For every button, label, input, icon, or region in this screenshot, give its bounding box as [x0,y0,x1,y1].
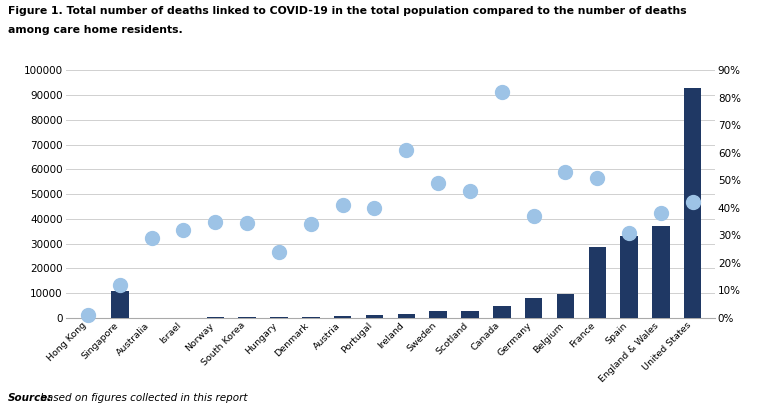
Point [686,199,699,206]
Point [114,282,126,288]
Bar [588,247,606,318]
Point [368,204,380,211]
Bar [652,226,669,318]
Point [591,174,604,181]
Bar [493,306,510,318]
Point [559,169,571,176]
Bar [461,311,478,318]
Point [623,229,635,236]
Text: based on figures collected in this report: based on figures collected in this repor… [37,393,247,403]
Bar [429,311,447,318]
Bar [684,88,702,318]
Point [273,249,285,255]
Text: among care home residents.: among care home residents. [8,25,182,35]
Point [336,202,349,209]
Point [655,210,667,217]
Point [177,227,189,233]
Bar [397,314,415,318]
Bar [557,294,574,318]
Point [305,221,317,228]
Bar [271,317,288,318]
Point [241,220,254,226]
Bar [302,317,319,318]
Text: Figure 1. Total number of deaths linked to COVID-19 in the total population comp: Figure 1. Total number of deaths linked … [8,6,686,16]
Point [495,89,508,95]
Point [82,312,94,318]
Text: Source:: Source: [8,393,52,403]
Point [209,218,222,225]
Point [464,188,476,195]
Point [145,235,158,242]
Bar [334,316,352,318]
Bar [525,298,543,318]
Point [432,180,444,186]
Bar [111,291,128,318]
Point [400,147,413,153]
Bar [366,315,383,318]
Bar [238,317,256,318]
Bar [621,236,638,318]
Point [527,213,540,219]
